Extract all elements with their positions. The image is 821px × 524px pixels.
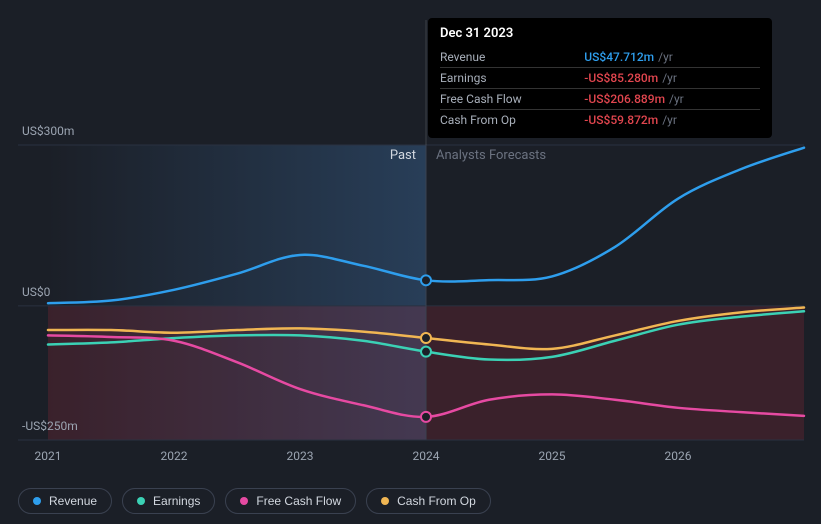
x-axis-label: 2021 (35, 449, 62, 463)
tooltip-row: Earnings-US$85.280m/yr (440, 68, 760, 89)
x-axis-label: 2025 (539, 449, 566, 463)
legend-label: Free Cash Flow (256, 494, 341, 508)
past-label: Past (390, 148, 416, 163)
tooltip-table: RevenueUS$47.712m/yrEarnings-US$85.280m/… (440, 47, 760, 130)
marker-cfo (421, 333, 431, 343)
tooltip-row-label: Revenue (440, 47, 584, 68)
tooltip-date: Dec 31 2023 (440, 26, 760, 41)
x-axis-label: 2024 (413, 449, 440, 463)
tooltip-row: RevenueUS$47.712m/yr (440, 47, 760, 68)
chart-legend: Revenue Earnings Free Cash Flow Cash From O… (18, 488, 491, 514)
legend-dot-icon (240, 497, 248, 505)
y-axis-label: US$300m (22, 124, 74, 138)
tooltip-row-label: Earnings (440, 68, 584, 89)
tooltip-row: Cash From Op-US$59.872m/yr (440, 110, 760, 131)
legend-item-revenue[interactable]: Revenue (18, 488, 112, 514)
marker-revenue (421, 275, 431, 285)
chart-tooltip: Dec 31 2023 RevenueUS$47.712m/yrEarnings… (428, 18, 772, 138)
y-axis-label: -US$250m (22, 419, 78, 433)
legend-dot-icon (137, 497, 145, 505)
y-axis-label: US$0 (22, 285, 51, 299)
legend-item-fcf[interactable]: Free Cash Flow (225, 488, 356, 514)
tooltip-row-value: US$47.712m/yr (584, 47, 760, 68)
x-axis-label: 2023 (287, 449, 314, 463)
legend-dot-icon (381, 497, 389, 505)
x-axis-label: 2026 (665, 449, 692, 463)
forecast-label: Analysts Forecasts (436, 148, 546, 163)
tooltip-row: Free Cash Flow-US$206.889m/yr (440, 89, 760, 110)
tooltip-row-label: Free Cash Flow (440, 89, 584, 110)
x-axis-label: 2022 (161, 449, 188, 463)
tooltip-row-label: Cash From Op (440, 110, 584, 131)
tooltip-row-value: -US$85.280m/yr (584, 68, 760, 89)
legend-label: Earnings (153, 494, 200, 508)
legend-label: Revenue (49, 494, 97, 508)
legend-label: Cash From Op (397, 494, 476, 508)
legend-item-cfo[interactable]: Cash From Op (366, 488, 491, 514)
marker-fcf (421, 412, 431, 422)
financials-chart: US$300m US$0 -US$250m 2021 2022 2023 2024 2025 2… (0, 0, 821, 524)
marker-earnings (421, 347, 431, 357)
legend-item-earnings[interactable]: Earnings (122, 488, 215, 514)
legend-dot-icon (33, 497, 41, 505)
tooltip-row-value: -US$59.872m/yr (584, 110, 760, 131)
tooltip-row-value: -US$206.889m/yr (584, 89, 760, 110)
